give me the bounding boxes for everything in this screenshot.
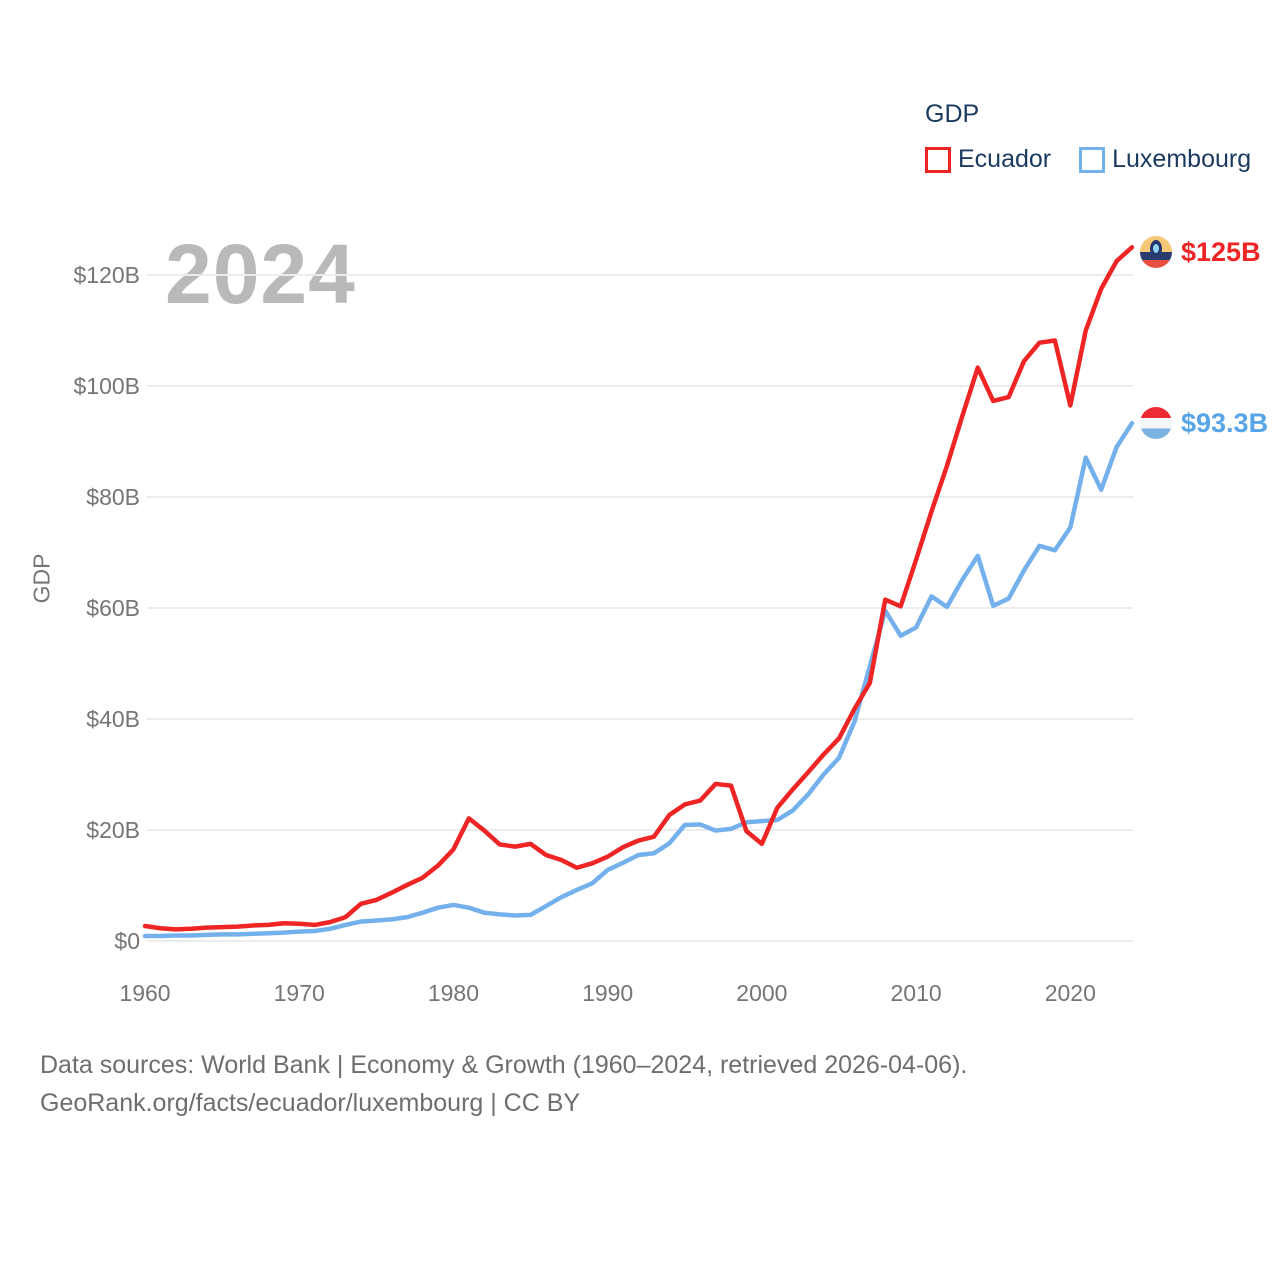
ecuador-end-value: $125B (1181, 236, 1261, 267)
ecuador-swatch-icon (925, 146, 951, 173)
luxembourg-line[interactable] (142, 420, 1135, 939)
ecuador-flag-icon (1140, 236, 1172, 268)
legend-title: GDP (925, 100, 980, 128)
luxembourg-swatch-icon (1079, 146, 1106, 173)
x-tick-label: 2020 (1045, 980, 1096, 1006)
footer-data-sources: Data sources: World Bank | Economy & Gro… (40, 1051, 968, 1079)
legend-items: Ecuador Luxembourg (925, 145, 1251, 174)
y-tick-label: $120B (73, 262, 140, 288)
y-tick-label: $40B (86, 706, 140, 732)
x-tick-label: 1980 (428, 980, 479, 1006)
x-tick-label: 2010 (891, 980, 942, 1006)
x-tick-label: 1960 (119, 980, 170, 1006)
ecuador-end-label: $125B (1140, 236, 1261, 268)
chart-legend: GDP Ecuador Luxembourg (925, 100, 1251, 174)
y-tick-label: $60B (86, 595, 140, 621)
luxembourg-end-label: $93.3B (1140, 407, 1268, 439)
footer-attribution: GeoRank.org/facts/ecuador/luxembourg | C… (40, 1089, 581, 1117)
y-tick-label: $80B (86, 484, 140, 510)
footer: Data sources: World Bank | Economy & Gro… (40, 1046, 967, 1122)
legend-label-ecuador: Ecuador (958, 145, 1052, 173)
x-tick-label: 1990 (582, 980, 633, 1006)
y-tick-label: $100B (73, 373, 140, 399)
x-tick-label: 1970 (274, 980, 325, 1006)
x-tick-label: 2000 (736, 980, 787, 1006)
y-tick-label: $0 (114, 928, 140, 954)
luxembourg-flag-icon (1140, 407, 1172, 439)
legend-label-luxembourg: Luxembourg (1112, 145, 1252, 173)
legend-item-luxembourg[interactable]: Luxembourg (1079, 145, 1251, 174)
luxembourg-end-value: $93.3B (1181, 407, 1269, 438)
y-tick-label: $20B (86, 817, 140, 843)
ecuador-line[interactable] (142, 245, 1135, 932)
legend-item-ecuador[interactable]: Ecuador (925, 145, 1051, 174)
